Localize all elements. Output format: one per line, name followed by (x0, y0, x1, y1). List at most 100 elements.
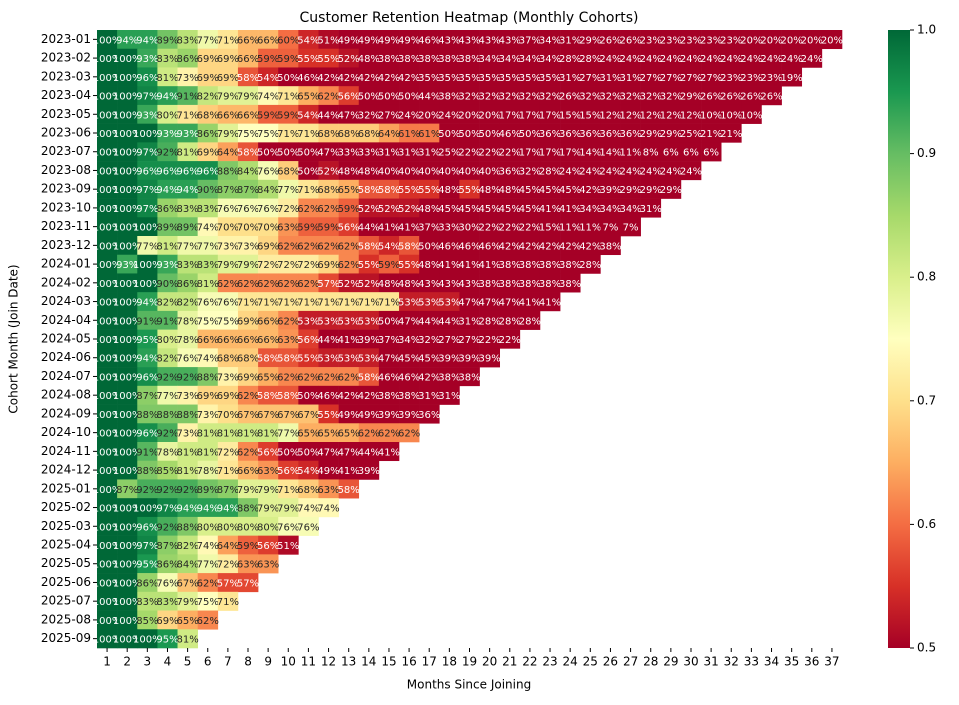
cell-label: 11% (619, 148, 641, 159)
cell-label: 66% (217, 110, 239, 121)
heatmap-cell (237, 367, 259, 387)
cell-label: 100% (133, 504, 162, 515)
x-tick-label: 17 (422, 655, 437, 669)
heatmap-cell (358, 310, 380, 330)
heatmap-cell (338, 104, 360, 124)
cell-label: 49% (338, 410, 360, 421)
cell-label: 61% (398, 129, 420, 140)
cell-label: 55% (317, 54, 339, 65)
cell-label: 79% (257, 504, 279, 515)
cell-label: 35% (519, 73, 541, 84)
heatmap-cell (338, 142, 360, 162)
heatmap-cell (237, 460, 259, 480)
heatmap-cell (137, 629, 158, 649)
cell-label: 81% (156, 73, 178, 84)
heatmap-cell (439, 123, 460, 143)
heatmap-cell (419, 385, 440, 405)
heatmap-cell (660, 30, 682, 50)
heatmap-cell (499, 198, 521, 218)
heatmap-cell (620, 142, 641, 162)
cell-label: 88% (217, 166, 239, 177)
cell-label: 53% (317, 316, 339, 327)
heatmap-cell (338, 442, 360, 462)
cell-label: 100% (133, 635, 162, 646)
heatmap-cell (338, 423, 360, 443)
heatmap-cell (399, 179, 420, 199)
cell-label: 65% (317, 429, 339, 440)
cell-label: 45% (458, 204, 480, 215)
heatmap-cell (278, 273, 299, 293)
cell-label: 20% (479, 110, 501, 121)
cell-label: 45% (519, 204, 541, 215)
heatmap-cell (117, 591, 138, 611)
cell-label: 47% (338, 447, 360, 458)
heatmap-cell (459, 367, 480, 387)
heatmap-cell (137, 423, 158, 443)
heatmap-cell (399, 348, 420, 368)
heatmap-cell (117, 423, 138, 443)
heatmap-cell (217, 198, 239, 218)
cell-label: 94% (136, 298, 158, 309)
heatmap-cell (258, 348, 279, 368)
cell-label: 24% (438, 110, 460, 121)
cell-label: 24% (740, 54, 762, 65)
cell-label: 41% (479, 260, 501, 271)
cell-label: 31% (559, 73, 581, 84)
heatmap-cell (399, 385, 420, 405)
cell-label: 78% (176, 316, 198, 327)
heatmap-cell (499, 179, 521, 199)
heatmap-cell (197, 498, 219, 518)
cell-label: 33% (338, 148, 360, 159)
heatmap-cell (680, 30, 702, 50)
heatmap-cell (499, 142, 521, 162)
cell-label: 71% (297, 129, 319, 140)
cell-label: 47% (398, 316, 420, 327)
heatmap-cell (660, 123, 682, 143)
cell-label: 49% (358, 35, 380, 46)
cell-label: 66% (257, 35, 279, 46)
cell-label: 32% (579, 92, 601, 103)
cell-label: 100% (113, 129, 142, 140)
heatmap-cell (580, 161, 601, 181)
heatmap-cell (338, 348, 360, 368)
heatmap-cell (117, 367, 138, 387)
heatmap-cell (640, 48, 662, 68)
heatmap-cell (237, 198, 259, 218)
heatmap-cell (600, 30, 621, 50)
cell-label: 37% (519, 35, 541, 46)
x-tick-label: 20 (482, 655, 497, 669)
heatmap-cell (298, 104, 319, 124)
cell-label: 53% (338, 354, 360, 365)
cell-label: 75% (237, 129, 259, 140)
cell-label: 81% (176, 466, 198, 477)
heatmap-cell (237, 554, 259, 574)
heatmap-cell (439, 292, 460, 312)
cell-label: 46% (499, 129, 521, 140)
heatmap-cell (358, 30, 380, 50)
cell-label: 55% (398, 185, 420, 196)
heatmap-cell (237, 48, 259, 68)
heatmap-cell (97, 516, 118, 536)
heatmap-cell (237, 479, 259, 499)
cell-label: 64% (378, 129, 400, 140)
heatmap-cell (237, 404, 259, 424)
cell-label: 55% (297, 54, 319, 65)
cell-label: 20% (760, 35, 782, 46)
cell-label: 45% (479, 204, 501, 215)
cell-label: 49% (398, 35, 420, 46)
heatmap-cell (378, 329, 400, 349)
heatmap-cell (358, 423, 380, 443)
y-tick-label: 2023-01 (41, 32, 91, 46)
heatmap-cell (459, 104, 480, 124)
heatmap-cell (117, 217, 138, 237)
cell-label: 59% (297, 223, 319, 234)
cell-label: 93% (136, 54, 158, 65)
cell-label: 31% (559, 35, 581, 46)
heatmap-cell (177, 573, 198, 593)
cell-label: 38% (499, 279, 521, 290)
cell-label: 20% (801, 35, 823, 46)
heatmap-cell (680, 161, 702, 181)
cell-label: 50% (458, 129, 480, 140)
x-tick-label: 25 (583, 655, 598, 669)
cell-label: 27% (640, 73, 662, 84)
